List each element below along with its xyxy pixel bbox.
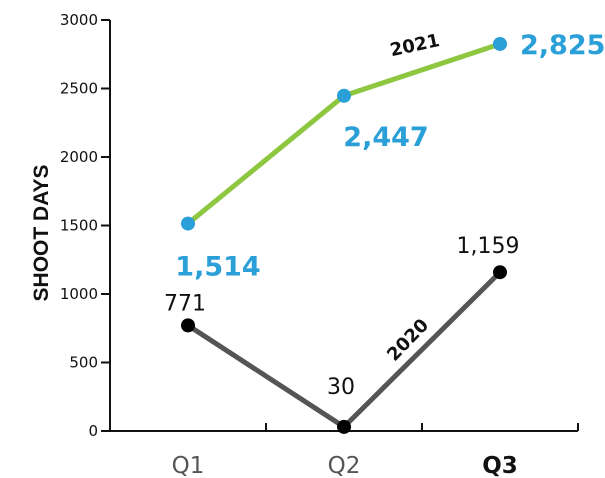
series-2020-point [181,318,195,333]
y-tick-label: 3000 [60,11,98,29]
y-tick-label: 2500 [60,80,98,98]
x-ticks: Q1 Q2 Q3 [109,423,579,478]
series-2021-data-label: 1,514 [175,252,260,283]
series-2020-label: 2020 [383,315,433,366]
series-2021-point [181,216,195,231]
x-category-label: Q1 [172,453,205,478]
series-2021-label: 2021 [388,30,441,61]
series-2020-data-label: 1,159 [457,234,520,259]
x-category-label: Q3 [482,453,518,478]
series-2020-line [186,270,502,430]
series-2020-point [337,419,351,434]
x-category-label: Q2 [328,453,361,478]
y-tick-label: 500 [69,354,98,372]
y-tick-label: 2000 [60,148,98,166]
series-2020-data-label: 30 [327,375,355,400]
series-2021-point [337,88,351,103]
y-ticks: 0 500 1000 1500 2000 2500 3000 [60,11,110,440]
series-2021-point [493,36,507,51]
series-2021-data-label: 2,825 [520,30,605,61]
series-2020-data-label: 771 [164,291,206,316]
y-tick-label: 0 [88,422,98,440]
series-2021-data-label: 2,447 [343,122,428,153]
series-2020-point [493,265,507,280]
y-tick-label: 1500 [60,217,98,235]
y-axis-title: SHOOT DAYS [30,165,53,302]
series-2021: 2021 1,514 2,447 2,825 [175,30,605,283]
y-tick-label: 1000 [60,285,98,303]
